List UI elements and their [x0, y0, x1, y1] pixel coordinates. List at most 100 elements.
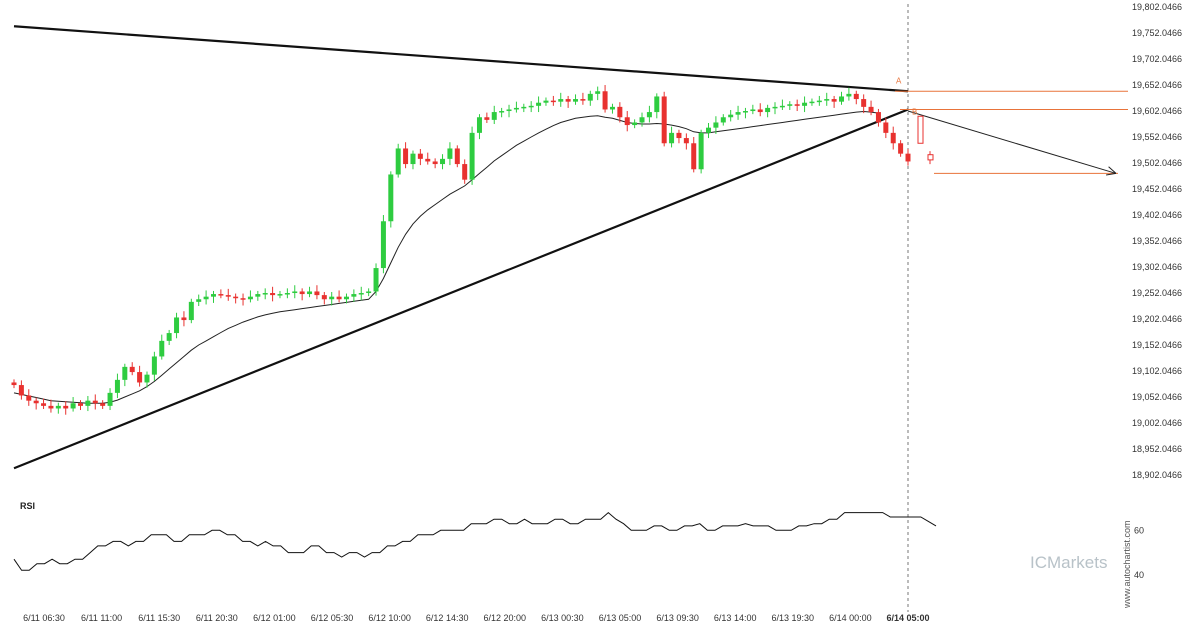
candle-body — [77, 403, 83, 406]
time-tick-label: 6/13 00:30 — [541, 613, 584, 623]
candle-body — [284, 293, 290, 295]
candle-body — [661, 96, 667, 144]
candle-body — [742, 111, 748, 113]
candle-body — [107, 392, 113, 406]
candle-body — [883, 122, 889, 133]
candle-body — [262, 293, 268, 295]
candles — [11, 85, 911, 415]
rsi-tick-label: 60 — [1134, 525, 1144, 535]
candle-body — [100, 403, 106, 406]
triangle-pattern — [13, 25, 909, 470]
candle-body — [528, 105, 534, 108]
candle-body — [336, 296, 342, 300]
time-tick-label: 6/12 05:30 — [311, 613, 354, 623]
candle-body — [329, 296, 335, 300]
candle-body — [484, 117, 490, 120]
time-tick-label: 6/12 10:00 — [368, 613, 411, 623]
candle-body — [917, 115, 924, 144]
candle-body — [395, 148, 401, 175]
price-tick-label: 19,752.0466 — [1132, 28, 1182, 38]
price-tick-label: 19,602.0466 — [1132, 106, 1182, 116]
candle-body — [388, 174, 394, 222]
candle-body — [188, 301, 194, 321]
candle-body — [33, 400, 39, 404]
candle-body — [846, 93, 852, 97]
candle-body — [92, 400, 98, 404]
watermark-text: www.autochartist.com — [1122, 520, 1132, 609]
price-tick-label: 19,152.0466 — [1132, 340, 1182, 350]
candle-body — [181, 317, 187, 321]
price-tick-label: 19,002.0466 — [1132, 418, 1182, 428]
candle-body — [270, 293, 276, 296]
candle-body — [255, 294, 261, 297]
price-tick-label: 19,402.0466 — [1132, 210, 1182, 220]
candle-body — [683, 138, 689, 144]
price-tick-label: 19,102.0466 — [1132, 366, 1182, 376]
forecast-arrow-line — [907, 110, 1117, 174]
candle-body — [159, 340, 165, 357]
brand-text: ICMarkets — [1030, 553, 1107, 572]
candle-body — [366, 291, 372, 294]
candle-body — [351, 294, 357, 297]
candle-body — [595, 91, 601, 94]
candle-body — [728, 114, 734, 118]
candle-body — [48, 405, 54, 409]
candle-body — [476, 117, 482, 133]
ma-line — [13, 110, 879, 404]
price-tick-label: 19,352.0466 — [1132, 236, 1182, 246]
candle-body — [358, 293, 364, 295]
rsi-label: RSI — [20, 501, 35, 511]
candle-body — [550, 100, 556, 103]
candle-body — [432, 161, 438, 165]
price-tick-label: 19,802.0466 — [1132, 2, 1182, 12]
candle-body — [765, 107, 771, 113]
price-tick-label: 19,202.0466 — [1132, 314, 1182, 324]
candle-body — [70, 403, 76, 409]
candle-body — [654, 96, 660, 113]
price-tick-label: 19,252.0466 — [1132, 288, 1182, 298]
time-tick-label: 6/14 05:00 — [886, 613, 929, 623]
candle-body — [203, 296, 209, 300]
candle-body — [706, 127, 712, 133]
candle-body — [462, 164, 468, 180]
candle-body — [898, 143, 904, 154]
candle-body — [307, 291, 313, 295]
candle-body — [565, 99, 571, 102]
price-tick-label: 19,452.0466 — [1132, 184, 1182, 194]
price-tick-label: 19,052.0466 — [1132, 392, 1182, 402]
candle-body — [410, 153, 416, 165]
candle-body — [314, 291, 320, 296]
candle-body — [617, 106, 623, 118]
candle-body — [646, 112, 652, 118]
price-tick-label: 19,652.0466 — [1132, 80, 1182, 90]
price-tick-label: 18,902.0466 — [1132, 470, 1182, 480]
candle-body — [787, 104, 793, 106]
candle-body — [853, 93, 859, 100]
candle-body — [772, 106, 778, 109]
candle-body — [824, 99, 830, 101]
time-axis: 6/11 06:30 6/11 11:00 6/11 15:30 6/11 20:30… — [23, 4, 930, 623]
price-tick-label: 18,952.0466 — [1132, 444, 1182, 454]
candle-body — [247, 296, 253, 300]
candle-body — [750, 109, 756, 112]
candle-body — [233, 296, 239, 299]
support-trendline — [13, 108, 909, 470]
candle-body — [114, 379, 120, 393]
candle-body — [602, 91, 608, 110]
time-tick-label: 6/11 06:30 — [23, 613, 65, 623]
candle-body — [196, 299, 202, 302]
candle-body — [321, 295, 327, 300]
pattern-point-b: B — [912, 108, 917, 117]
candle-body — [499, 111, 505, 113]
forecast-zone: AB — [895, 76, 1128, 176]
price-tick-label: 19,702.0466 — [1132, 54, 1182, 64]
candle-body — [573, 99, 579, 102]
time-tick-label: 6/13 14:00 — [714, 613, 757, 623]
candle-body — [491, 112, 497, 120]
candle-body — [794, 104, 800, 106]
candle-body — [454, 148, 460, 165]
price-tick-label: 19,552.0466 — [1132, 132, 1182, 142]
candle-body — [513, 107, 519, 110]
forecast-arrowhead — [1106, 166, 1117, 176]
